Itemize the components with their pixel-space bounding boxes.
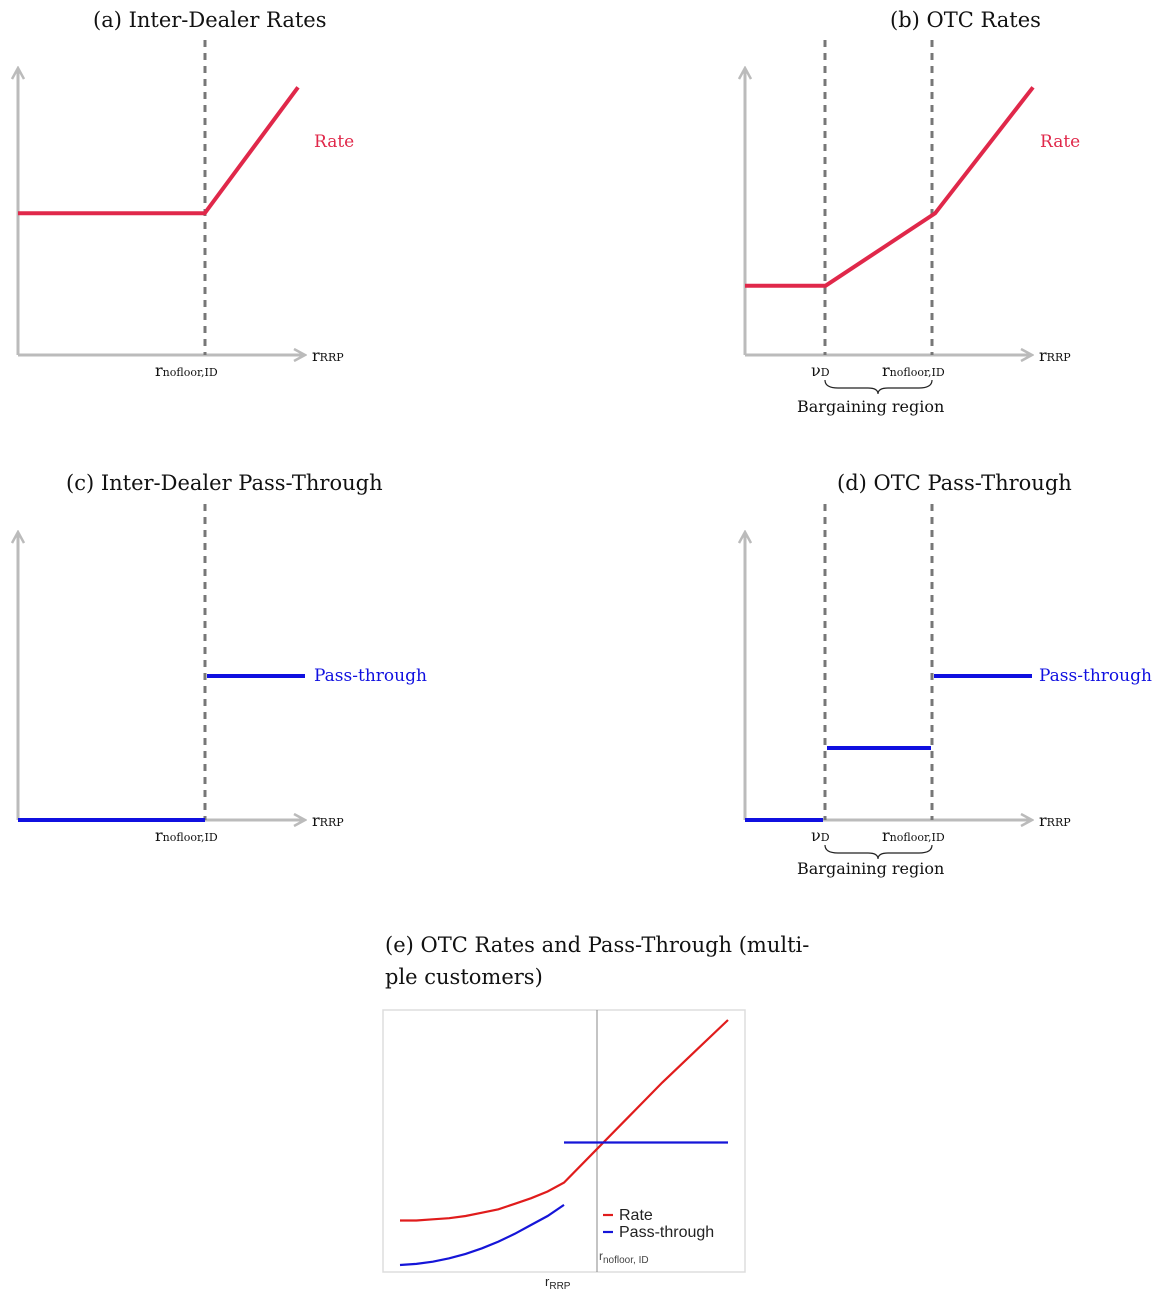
- x-axis-label: rRRP: [1039, 346, 1071, 365]
- x-label-main: r: [1039, 811, 1047, 830]
- panel-a: Rate rRRP rnofloor,ID: [18, 40, 354, 380]
- tick-nofloor-sub: nofloor,ID: [890, 366, 945, 379]
- tick-nofloor-main: r: [882, 826, 890, 845]
- tick-nofloor-sub: nofloor,ID: [890, 831, 945, 844]
- x-axis-label: rRRP: [1039, 811, 1071, 830]
- bargaining-label: Bargaining region: [797, 397, 944, 416]
- panel-b: Rate rRRP νD rnofloor,ID Bargaining regi…: [745, 40, 1080, 416]
- tick-nuD: νD: [811, 361, 830, 380]
- caption-a: (a) Inter-Dealer Rates: [93, 8, 327, 32]
- rate-curve: [400, 1019, 729, 1222]
- x-label-main: r: [545, 1274, 550, 1289]
- bargaining-brace: [824, 844, 933, 860]
- panel-c: Pass-through rRRP rnofloor,ID: [18, 504, 427, 845]
- rate-line: [18, 86, 300, 216]
- tick-nofloor-sub: nofloor,ID: [163, 366, 218, 379]
- caption-b: (b) OTC Rates: [890, 8, 1041, 32]
- tick-nuD-main: ν: [811, 826, 821, 845]
- bargaining-label: Bargaining region: [797, 859, 944, 878]
- tick-nuD: νD: [811, 826, 830, 845]
- vline-label-sub: nofloor, ID: [603, 1255, 649, 1266]
- x-label-sub: RRP: [320, 351, 345, 364]
- caption-e-line2: ple customers): [385, 965, 543, 989]
- tick-nofloor-main: r: [155, 361, 163, 380]
- rate-label: Rate: [1040, 132, 1080, 152]
- plot-frame: [382, 1009, 746, 1273]
- tick-nofloor: rnofloor,ID: [155, 826, 218, 845]
- panel-e: Rate Pass-through rnofloor, ID rRRP: [382, 1009, 746, 1292]
- tick-nofloor: rnofloor,ID: [882, 826, 945, 845]
- x-label-main: r: [312, 346, 320, 365]
- tick-nofloor: rnofloor,ID: [155, 361, 218, 380]
- x-label-sub: RRP: [1047, 351, 1072, 364]
- vline-label-main: r: [599, 1249, 603, 1263]
- rate-label: Rate: [314, 132, 354, 152]
- x-label-sub: RRP: [320, 816, 345, 829]
- tick-nuD-sub: D: [821, 831, 830, 844]
- x-label-sub: RRP: [549, 1281, 570, 1292]
- x-axis-label: rRRP: [312, 346, 344, 365]
- pass-through-label: Pass-through: [1039, 666, 1152, 686]
- legend-rate-label: Rate: [619, 1207, 653, 1224]
- caption-e-line1: (e) OTC Rates and Pass-Through (multi-: [385, 933, 809, 957]
- x-axis-label: rRRP: [545, 1274, 571, 1292]
- vline-label: rnofloor, ID: [599, 1249, 649, 1266]
- tick-nofloor-sub: nofloor,ID: [163, 831, 218, 844]
- pass-through-curve: [399, 1141, 728, 1267]
- tick-nofloor-main: r: [882, 361, 890, 380]
- caption-d: (d) OTC Pass-Through: [837, 471, 1072, 495]
- bargaining-brace: [824, 379, 933, 395]
- tick-nofloor: rnofloor,ID: [882, 361, 945, 380]
- x-label-main: r: [312, 811, 320, 830]
- tick-nuD-sub: D: [821, 366, 830, 379]
- x-label-sub: RRP: [1047, 816, 1072, 829]
- tick-nofloor-main: r: [155, 826, 163, 845]
- pass-through-label: Pass-through: [314, 666, 427, 686]
- caption-c: (c) Inter-Dealer Pass-Through: [66, 471, 383, 495]
- x-axis-label: rRRP: [312, 811, 344, 830]
- x-label-main: r: [1039, 346, 1047, 365]
- panel-d: Pass-through rRRP νD rnofloor,ID Bargain…: [745, 504, 1152, 878]
- tick-nuD-main: ν: [811, 361, 821, 380]
- legend-pass-label: Pass-through: [619, 1224, 714, 1241]
- rate-line: [745, 86, 1035, 288]
